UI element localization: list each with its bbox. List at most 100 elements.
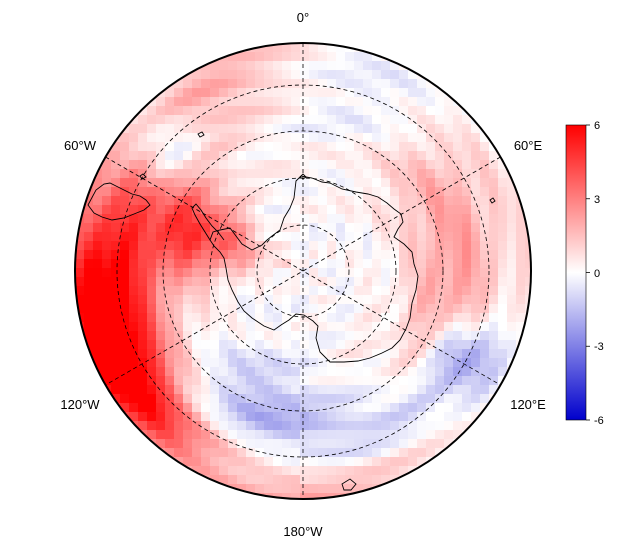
field-cell — [471, 223, 481, 233]
field-cell — [300, 277, 310, 287]
field-cell — [444, 295, 454, 305]
field-cell — [228, 151, 238, 161]
field-cell — [408, 313, 418, 323]
field-cell — [372, 178, 382, 188]
field-cell — [408, 349, 418, 359]
field-cell — [381, 322, 391, 332]
field-cell — [255, 268, 265, 278]
field-cell — [129, 394, 139, 404]
field-cell — [102, 394, 112, 404]
field-cell — [336, 295, 346, 305]
field-cell — [354, 268, 364, 278]
field-cell — [525, 205, 531, 215]
field-cell — [264, 367, 274, 377]
field-cell — [435, 340, 445, 350]
field-cell — [237, 187, 247, 197]
field-cell — [255, 475, 265, 485]
field-cell — [453, 115, 463, 125]
field-cell — [219, 412, 229, 422]
field-cell — [516, 250, 526, 260]
field-cell — [426, 286, 436, 296]
field-cell — [201, 187, 211, 197]
field-cell — [489, 160, 499, 170]
south-america-coastline — [87, 182, 151, 221]
field-cell — [300, 295, 310, 305]
field-cell — [183, 439, 193, 449]
field-cell — [255, 340, 265, 350]
field-cell — [210, 439, 220, 449]
field-cell — [462, 412, 472, 422]
field-cell — [102, 259, 112, 269]
field-cell — [291, 115, 301, 125]
field-cell — [417, 277, 427, 287]
field-cell — [507, 241, 517, 251]
field-cell — [345, 385, 355, 395]
field-cell — [327, 358, 337, 368]
field-cell — [291, 376, 301, 386]
field-cell — [507, 250, 517, 260]
field-cell — [408, 322, 418, 332]
field-cell — [381, 448, 391, 458]
field-cell — [327, 331, 337, 341]
field-cell — [219, 196, 229, 206]
field-cell — [363, 205, 373, 215]
island-coastline — [489, 197, 496, 204]
field-cell — [318, 313, 328, 323]
field-cell — [291, 97, 301, 107]
field-cell — [354, 97, 364, 107]
field-cell — [291, 205, 301, 215]
field-cell — [147, 277, 157, 287]
field-cell — [489, 277, 499, 287]
field-cell — [381, 385, 391, 395]
field-cell — [201, 151, 211, 161]
field-cell — [273, 385, 283, 395]
field-cell — [201, 448, 211, 458]
field-cell — [462, 295, 472, 305]
field-cell — [426, 430, 436, 440]
field-cell — [318, 106, 328, 116]
field-cell — [444, 349, 454, 359]
field-cell — [426, 223, 436, 233]
field-cell — [102, 196, 112, 206]
field-cell — [138, 421, 148, 431]
field-cell — [426, 205, 436, 215]
field-cell — [237, 115, 247, 125]
field-cell — [273, 466, 283, 476]
field-cell — [147, 331, 157, 341]
field-cell — [246, 277, 256, 287]
field-cell — [498, 322, 508, 332]
field-cell — [390, 187, 400, 197]
field-cell — [255, 79, 265, 89]
field-cell — [327, 52, 337, 62]
field-cell — [174, 430, 184, 440]
field-cell — [156, 205, 166, 215]
field-cell — [516, 205, 526, 215]
field-cell — [264, 214, 274, 224]
field-cell — [120, 295, 130, 305]
field-cell — [228, 367, 238, 377]
field-cell — [345, 322, 355, 332]
field-cell — [408, 412, 418, 422]
field-cell — [219, 205, 229, 215]
field-cell — [246, 241, 256, 251]
field-cell — [471, 268, 481, 278]
field-cell — [345, 439, 355, 449]
field-cell — [390, 142, 400, 152]
field-cell — [282, 439, 292, 449]
field-cell — [453, 259, 463, 269]
field-cell — [93, 268, 103, 278]
field-cell — [318, 250, 328, 260]
field-cell — [75, 241, 85, 251]
field-cell — [210, 232, 220, 242]
field-cell — [174, 385, 184, 395]
field-cell — [363, 61, 373, 71]
field-cell — [327, 277, 337, 287]
field-cell — [480, 214, 490, 224]
field-cell — [210, 241, 220, 251]
field-cell — [354, 232, 364, 242]
field-cell — [453, 232, 463, 242]
field-cell — [246, 151, 256, 161]
field-cell — [354, 106, 364, 116]
field-cell — [201, 106, 211, 116]
field-cell — [345, 133, 355, 143]
